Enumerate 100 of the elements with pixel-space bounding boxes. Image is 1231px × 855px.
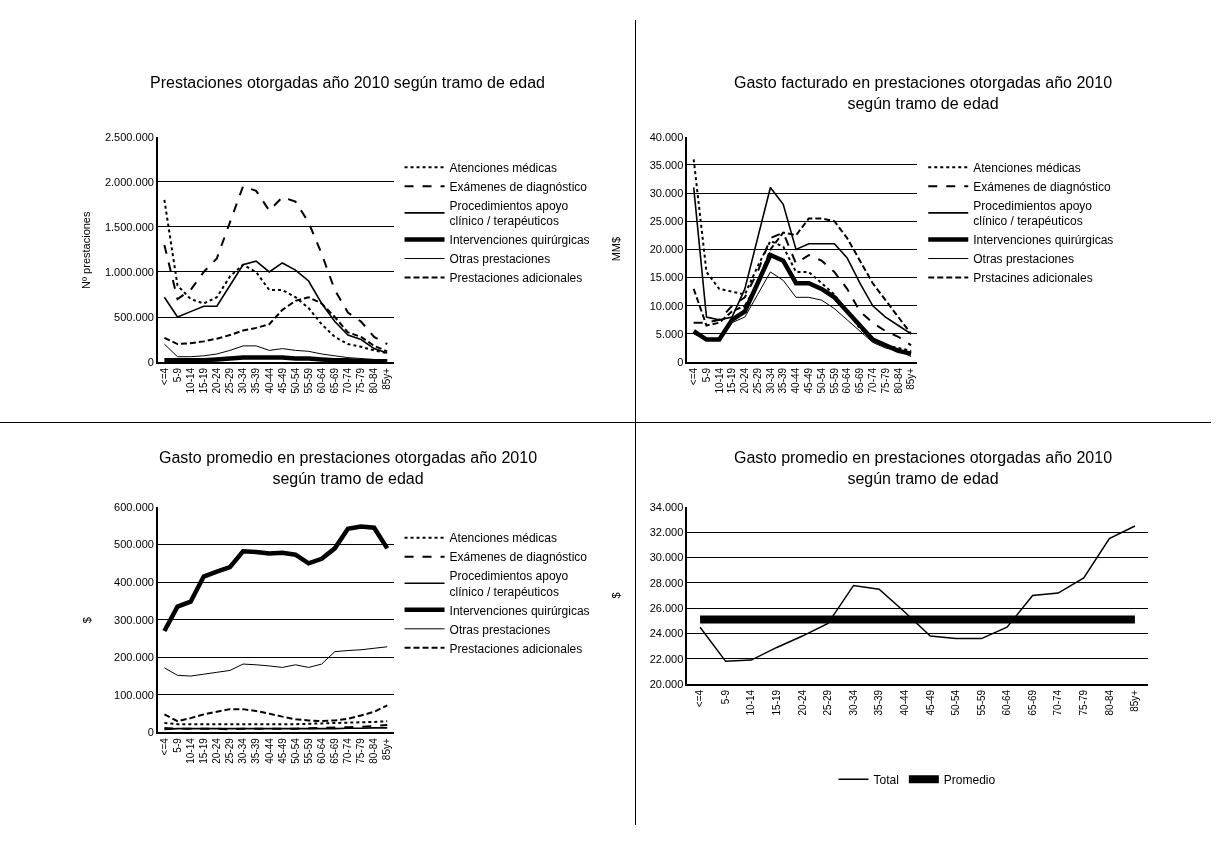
x-tick-label: 80-84 <box>1103 689 1115 716</box>
legend-label: Otras prestaciones <box>449 252 551 267</box>
legend-label: Otras prestaciones <box>973 252 1074 267</box>
x-tick-label: 20-24 <box>739 367 751 394</box>
x-tick-label: 20-24 <box>211 737 223 764</box>
x-tick-label: 25-29 <box>751 367 763 394</box>
x-tick-label: 85y+ <box>381 738 393 761</box>
x-tick-label: 80-84 <box>368 367 380 394</box>
x-tick-label: 50-54 <box>815 367 827 394</box>
x-tick-label: 15-19 <box>197 367 209 394</box>
legend-label: Procedimientos apoyo clínico / terapéuticos <box>449 569 569 599</box>
y-tick-label: 25.000 <box>649 215 684 228</box>
x-tick-label: <=4 <box>687 367 699 386</box>
legend-label: Intervenciones quirúrgicas <box>973 233 1114 248</box>
y-tick-label: 30.000 <box>649 186 684 199</box>
chart-title: Gasto promedio en prestaciones otorgadas año 2010 según tramo de edad <box>734 449 1113 487</box>
x-tick-label: 45-49 <box>276 737 288 764</box>
x-tick-label: 60-64 <box>841 367 853 394</box>
chart-title: Prestaciones otorgadas año 2010 según tramo de edad <box>150 74 545 91</box>
y-tick-label: 24.000 <box>649 627 684 640</box>
x-tick-label: 40-44 <box>263 737 275 764</box>
x-tick-label: <=4 <box>158 367 170 386</box>
y-tick-label: 30.000 <box>649 551 684 564</box>
legend-label: Prstacines adicionales <box>973 271 1093 286</box>
y-tick-label: 600.000 <box>114 500 154 513</box>
legend-label: Atenciones médicas <box>449 161 557 176</box>
y-tick-label: 0 <box>147 355 154 368</box>
x-tick-label: 25-29 <box>224 367 236 394</box>
y-tick-label: 0 <box>147 726 154 739</box>
x-tick-label: 10-14 <box>184 367 196 394</box>
y-tick-label: 28.000 <box>649 576 684 589</box>
y-tick-label: 500.000 <box>114 310 154 323</box>
x-tick-label: 20-24 <box>796 689 808 716</box>
y-tick-label: 2.000.000 <box>104 175 154 188</box>
x-tick-label: 15-19 <box>726 367 738 394</box>
x-tick-label: 70-74 <box>342 367 354 394</box>
x-tick-label: 20-24 <box>211 367 223 394</box>
chart-title: Gasto promedio en prestaciones otorgadas año 2010 según tramo de edad <box>159 449 538 487</box>
x-tick-label: 60-64 <box>1001 689 1013 716</box>
y-axis-title: Nº prestaciones <box>80 211 93 289</box>
y-tick-label: 5.000 <box>655 327 684 340</box>
x-tick-label: 5-9 <box>700 367 712 383</box>
x-tick-label: 35-39 <box>873 689 885 716</box>
x-tick-label: 50-54 <box>289 737 301 764</box>
x-tick-label: 5-9 <box>719 689 731 705</box>
x-tick-label: 35-39 <box>250 737 262 764</box>
x-tick-label: 10-14 <box>745 689 757 716</box>
y-tick-label: 22.000 <box>649 652 684 665</box>
x-tick-label: 55-59 <box>975 689 987 716</box>
y-tick-label: 34.000 <box>649 500 684 513</box>
x-tick-label: 50-54 <box>289 367 301 394</box>
y-tick-label: 100.000 <box>114 688 154 701</box>
legend-label: Procedimientos apoyo clínico / terapéuticos <box>449 198 569 229</box>
x-tick-label: 30-34 <box>847 689 859 716</box>
x-tick-label: 50-54 <box>950 689 962 716</box>
x-tick-label: 40-44 <box>898 689 910 716</box>
x-tick-label: 45-49 <box>924 689 936 716</box>
x-tick-label: 5-9 <box>171 367 183 383</box>
x-tick-label: 85y+ <box>905 367 917 390</box>
x-tick-label: 40-44 <box>263 367 275 394</box>
legend-label: Prestaciones adicionales <box>449 641 583 656</box>
x-tick-label: 10-14 <box>184 737 196 764</box>
x-tick-label: 5-9 <box>171 737 183 753</box>
y-tick-label: 1.500.000 <box>104 220 154 233</box>
x-tick-label: 55-59 <box>828 367 840 394</box>
y-tick-label: 200.000 <box>114 651 154 664</box>
x-tick-label: 30-34 <box>237 367 249 394</box>
y-tick-label: 32.000 <box>649 526 684 539</box>
x-tick-label: 10-14 <box>713 367 725 394</box>
y-tick-label: 15.000 <box>649 271 684 284</box>
x-tick-label: 65-69 <box>854 367 866 394</box>
y-tick-label: 26.000 <box>649 602 684 615</box>
x-tick-label: 85y+ <box>1129 689 1141 712</box>
x-tick-label: 25-29 <box>224 737 236 764</box>
legend-label: Atenciones médicas <box>449 531 557 546</box>
x-tick-label: 70-74 <box>1052 689 1064 716</box>
x-tick-label: 60-64 <box>315 737 327 764</box>
y-tick-label: 35.000 <box>649 158 684 171</box>
x-tick-label: <=4 <box>694 689 706 708</box>
x-tick-label: 65-69 <box>1026 689 1038 716</box>
x-tick-label: 55-59 <box>302 737 314 764</box>
x-tick-label: 75-79 <box>1078 689 1090 716</box>
y-tick-label: 500.000 <box>114 538 154 551</box>
legend-label: Exámenes de diagnóstico <box>449 180 588 195</box>
x-tick-label: 45-49 <box>276 367 288 394</box>
legend-label: Intervenciones quirúrgicas <box>449 603 590 618</box>
x-tick-label: 70-74 <box>342 737 354 764</box>
y-tick-label: 40.000 <box>649 130 684 143</box>
x-tick-label: 65-69 <box>329 367 341 394</box>
legend-label: Prestaciones adicionales <box>449 271 583 286</box>
x-tick-label: 60-64 <box>315 367 327 394</box>
legend-label: Promedio <box>943 772 996 787</box>
x-tick-label: 35-39 <box>250 367 262 394</box>
x-tick-label: 80-84 <box>892 367 904 394</box>
x-tick-label: 35-39 <box>777 367 789 394</box>
legend-label: Intervenciones quirúrgicas <box>449 233 590 248</box>
y-tick-label: 2.500.000 <box>104 130 154 143</box>
x-tick-label: 75-79 <box>355 737 367 764</box>
x-tick-label: 45-49 <box>803 367 815 394</box>
x-tick-label: <=4 <box>158 737 170 756</box>
